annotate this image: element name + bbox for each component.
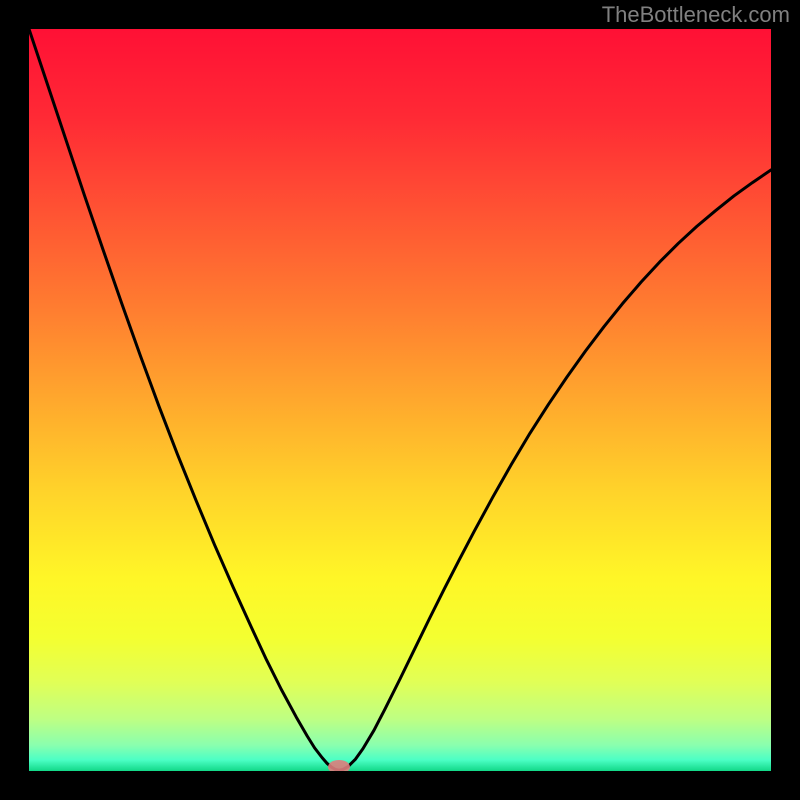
plot-area [29,29,771,771]
figure-frame: TheBottleneck.com [0,0,800,800]
bottleneck-curve [29,29,771,770]
curve-svg [29,29,771,771]
minimum-marker [328,760,350,771]
watermark-text: TheBottleneck.com [602,2,790,28]
